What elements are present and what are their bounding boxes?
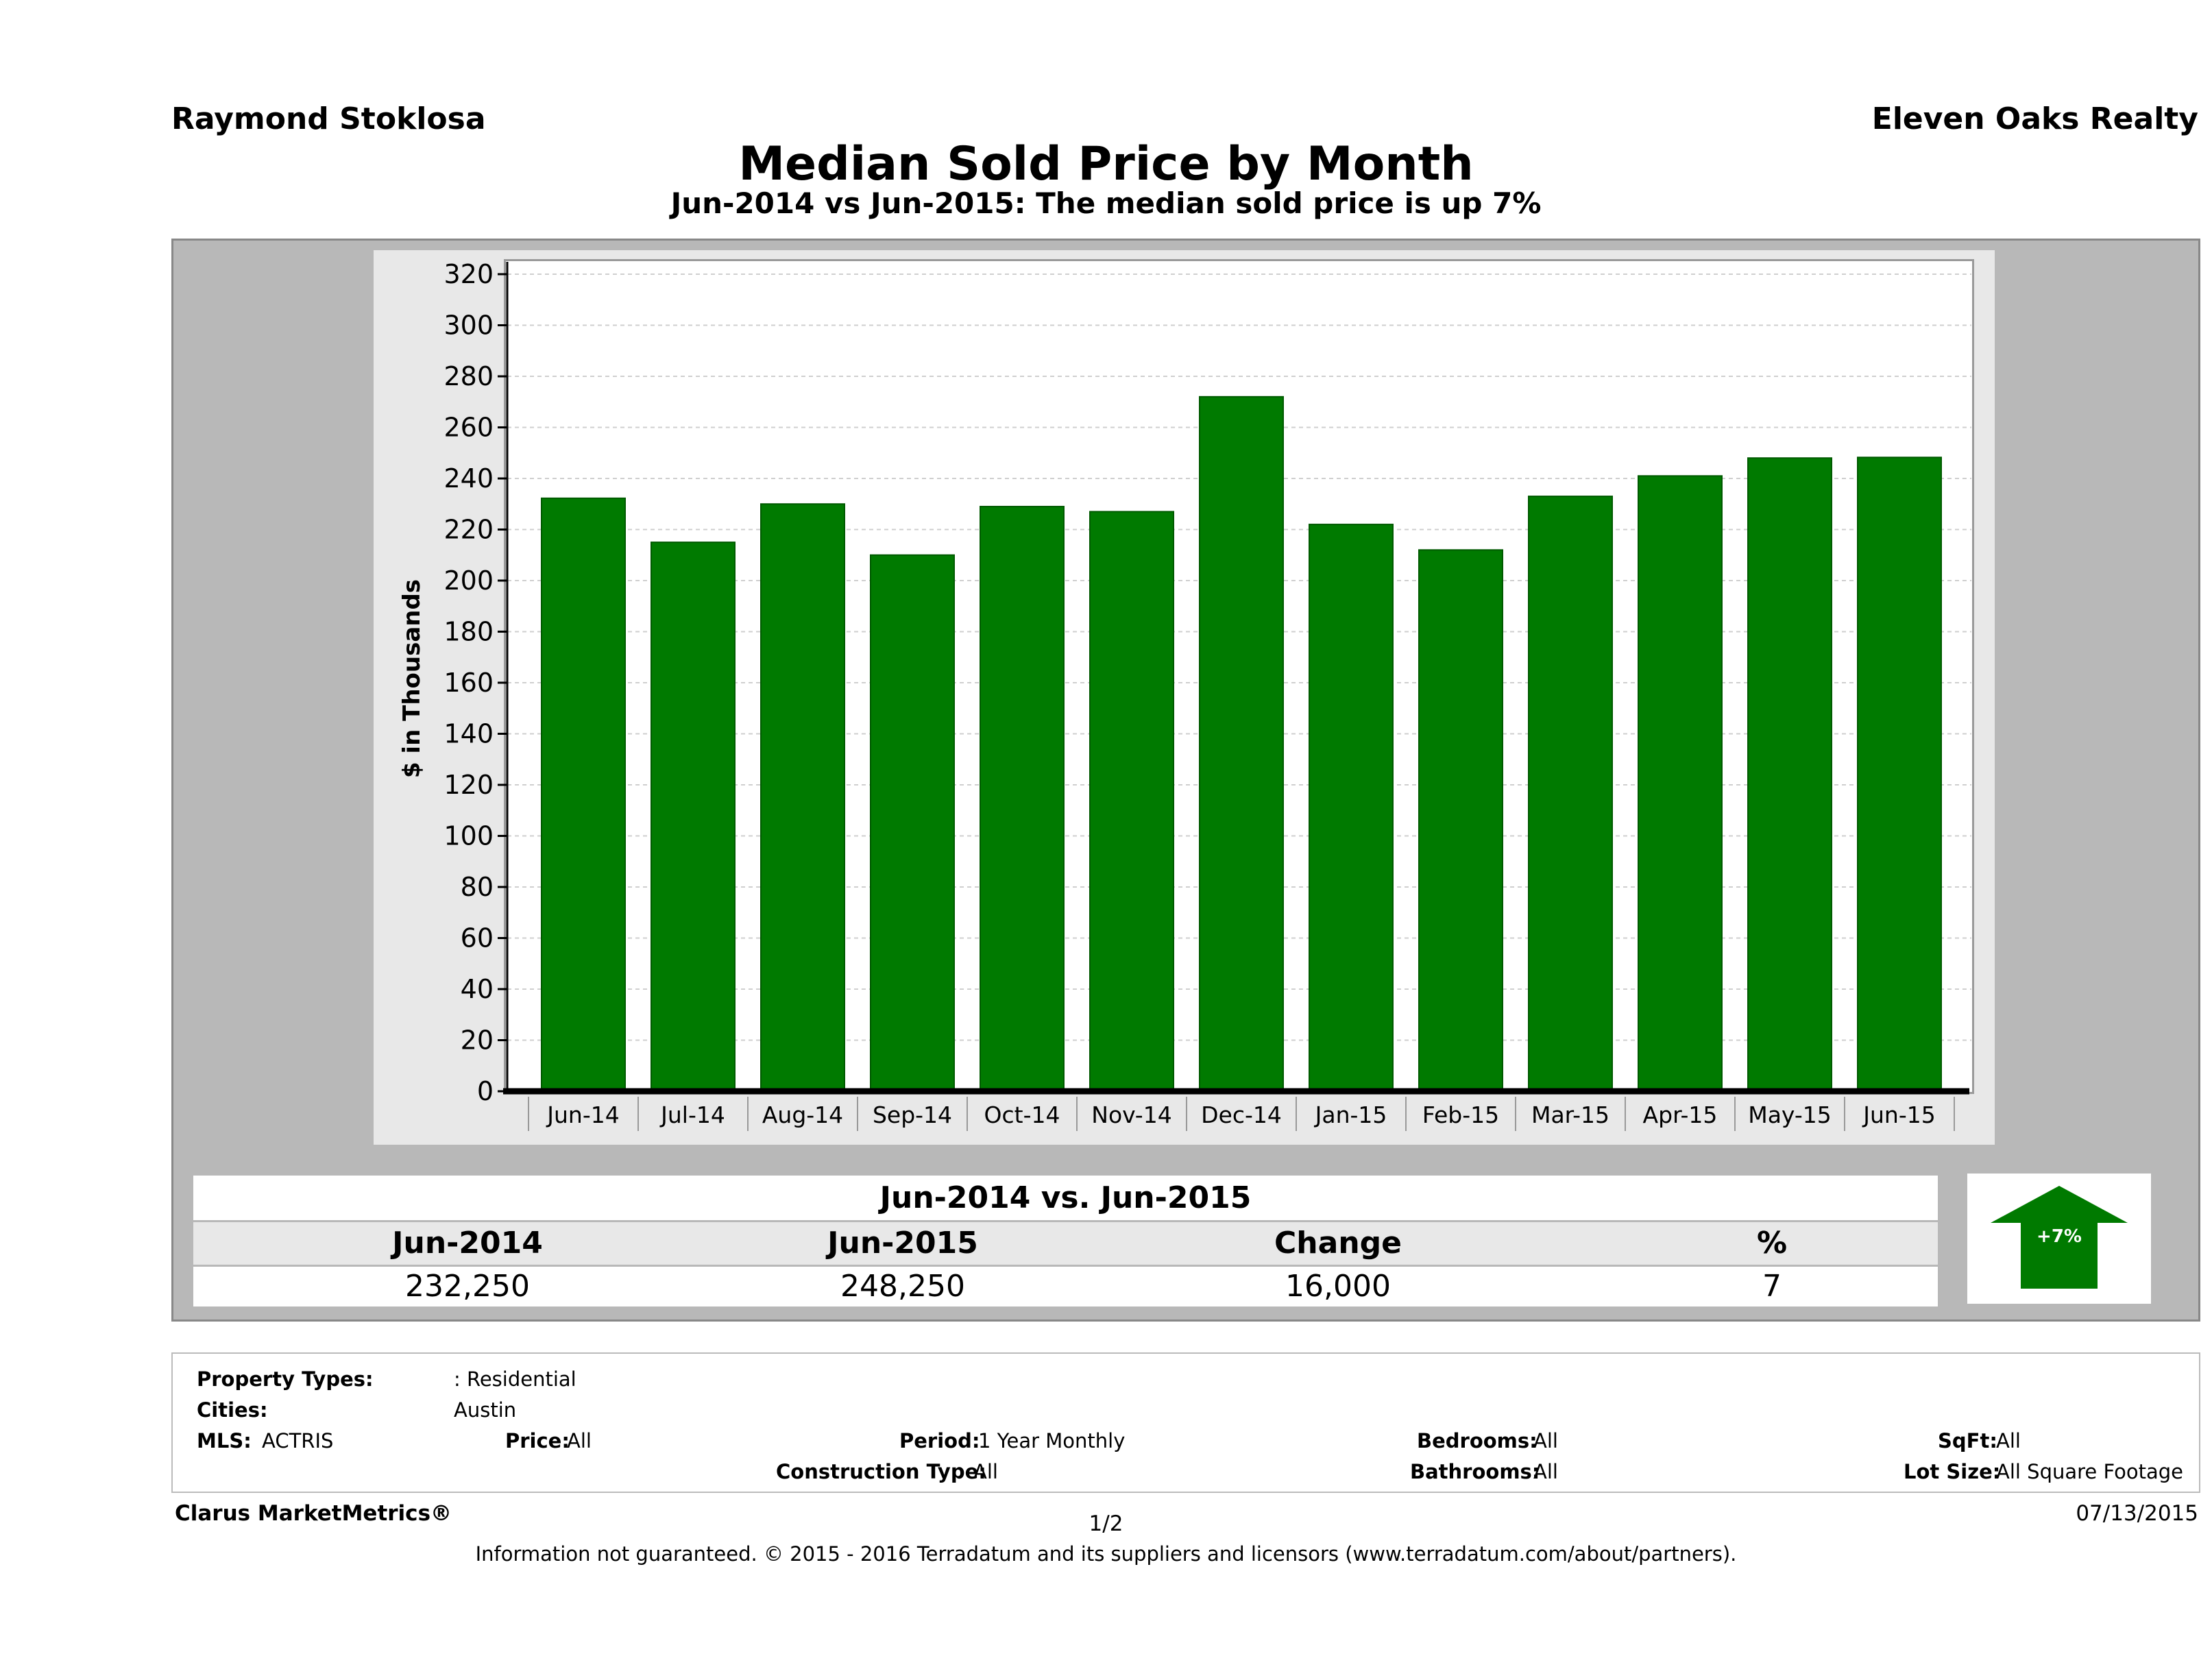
value-change: 16,000 (1285, 1269, 1391, 1304)
bathrooms-value: All (1533, 1460, 1558, 1483)
x-tick-label: May-15 (1748, 1102, 1832, 1128)
comparison-value-row: 232,250 248,250 16,000 7 (193, 1267, 1938, 1306)
comparison-title: Jun-2014 vs. Jun-2015 (193, 1176, 1938, 1220)
bar-jan-15 (1309, 524, 1394, 1092)
sqft-label: SqFt: (1938, 1429, 1997, 1452)
comparison-header-row: Jun-2014 Jun-2015 Change % (193, 1222, 1938, 1265)
value-jun-2014: 232,250 (405, 1269, 530, 1304)
price-value: All (567, 1429, 592, 1452)
bar-feb-15 (1418, 549, 1503, 1092)
mls-value: ACTRIS (262, 1429, 334, 1452)
x-tick-label: Dec-14 (1201, 1102, 1282, 1128)
footer-brand: Clarus MarketMetrics® (175, 1501, 452, 1526)
bar-dec-14 (1199, 396, 1284, 1092)
cities-label: Cities: (197, 1398, 268, 1422)
report-date: 07/13/2015 (2076, 1501, 2198, 1526)
y-tick-label: 120 (443, 770, 494, 800)
property-types-label: Property Types: (197, 1367, 374, 1391)
y-tick-label: 220 (443, 515, 494, 545)
x-tick-label: Jun-15 (1862, 1102, 1935, 1128)
x-tick-label: Mar-15 (1531, 1102, 1609, 1128)
period-label: Period: (899, 1429, 980, 1452)
x-tick-label: Jan-15 (1314, 1102, 1387, 1128)
header-jun-2014: Jun-2014 (392, 1226, 543, 1261)
change-badge-label: +7% (2037, 1226, 2082, 1247)
y-tick-label: 140 (443, 719, 494, 749)
y-tick-label: 180 (443, 617, 494, 647)
y-tick-label: 40 (461, 974, 494, 1004)
x-tick-label: Sep-14 (873, 1102, 952, 1128)
company-name: Eleven Oaks Realty (1871, 101, 2198, 136)
y-tick-label: 200 (443, 566, 494, 596)
chart-subtitle: Jun-2014 vs Jun-2015: The median sold pr… (670, 186, 1542, 220)
sqft-value: All (1996, 1429, 2021, 1452)
bedrooms-label: Bedrooms: (1417, 1429, 1538, 1452)
chart-title: Median Sold Price by Month (738, 137, 1474, 191)
value-percent: 7 (1762, 1269, 1782, 1304)
header-jun-2015: Jun-2015 (827, 1226, 978, 1261)
y-tick-label: 80 (461, 872, 494, 902)
bar-aug-14 (760, 503, 845, 1092)
y-tick-label: 320 (443, 259, 494, 289)
header-percent: % (1756, 1226, 1788, 1261)
y-tick-label: 160 (443, 668, 494, 698)
x-tick-label: Jun-14 (546, 1102, 619, 1128)
criteria-box: Property Types: : Residential Cities: Au… (171, 1352, 2200, 1493)
bars (541, 396, 1942, 1092)
x-tick-label: Apr-15 (1643, 1102, 1718, 1128)
bar-chart: 0 20 40 60 80 100 120 140 160 180 200 220 240 260 280 3… (398, 259, 1971, 1131)
page-number: 1/2 (1089, 1511, 1123, 1536)
up-arrow-icon: +7% (1991, 1186, 2128, 1289)
agent-name: Raymond Stoklosa (171, 101, 486, 136)
bar-apr-15 (1638, 475, 1723, 1092)
property-types-value: : Residential (454, 1367, 576, 1391)
y-tick-label: 260 (443, 413, 494, 443)
x-tick-label: Aug-14 (762, 1102, 843, 1128)
bar-sep-14 (870, 554, 955, 1092)
x-tick-label: Oct-14 (984, 1102, 1060, 1128)
cities-value: Austin (454, 1398, 517, 1422)
bar-oct-14 (980, 505, 1065, 1092)
price-label: Price: (505, 1429, 570, 1452)
bar-jun-15 (1857, 457, 1942, 1092)
y-tick-label: 60 (461, 923, 494, 953)
header-change: Change (1274, 1226, 1402, 1261)
axes: 0 20 40 60 80 100 120 140 160 180 200 220 240 260 280 3… (443, 259, 1969, 1131)
construction-label: Construction Type: (776, 1460, 986, 1483)
bar-may-15 (1747, 457, 1832, 1092)
y-axis-label: $ in Thousands (398, 579, 426, 778)
lot-size-value: All Square Footage (1996, 1460, 2184, 1483)
x-tick-label: Nov-14 (1091, 1102, 1171, 1128)
value-jun-2015: 248,250 (840, 1269, 965, 1304)
bedrooms-value: All (1533, 1429, 1558, 1452)
mls-label: MLS: (197, 1429, 252, 1452)
change-badge: +7% (1967, 1174, 2151, 1304)
y-tick-label: 100 (443, 821, 494, 851)
y-tick-label: 0 (477, 1076, 494, 1106)
bar-jul-14 (651, 542, 736, 1092)
bathrooms-label: Bathrooms: (1410, 1460, 1540, 1483)
y-tick-label: 240 (443, 463, 494, 494)
bar-nov-14 (1089, 511, 1174, 1092)
disclaimer: Information not guaranteed. © 2015 - 201… (475, 1542, 1737, 1566)
bar-mar-15 (1528, 496, 1613, 1092)
y-tick-label: 300 (443, 311, 494, 341)
lot-size-label: Lot Size: (1904, 1460, 2001, 1483)
bar-jun-14 (541, 497, 626, 1092)
period-value: 1 Year Monthly (978, 1429, 1126, 1452)
y-tick-label: 20 (461, 1025, 494, 1056)
y-tick-label: 280 (443, 361, 494, 391)
construction-value: All (973, 1460, 998, 1483)
x-tick-label: Feb-15 (1422, 1102, 1499, 1128)
x-tick-label: Jul-14 (659, 1102, 725, 1128)
